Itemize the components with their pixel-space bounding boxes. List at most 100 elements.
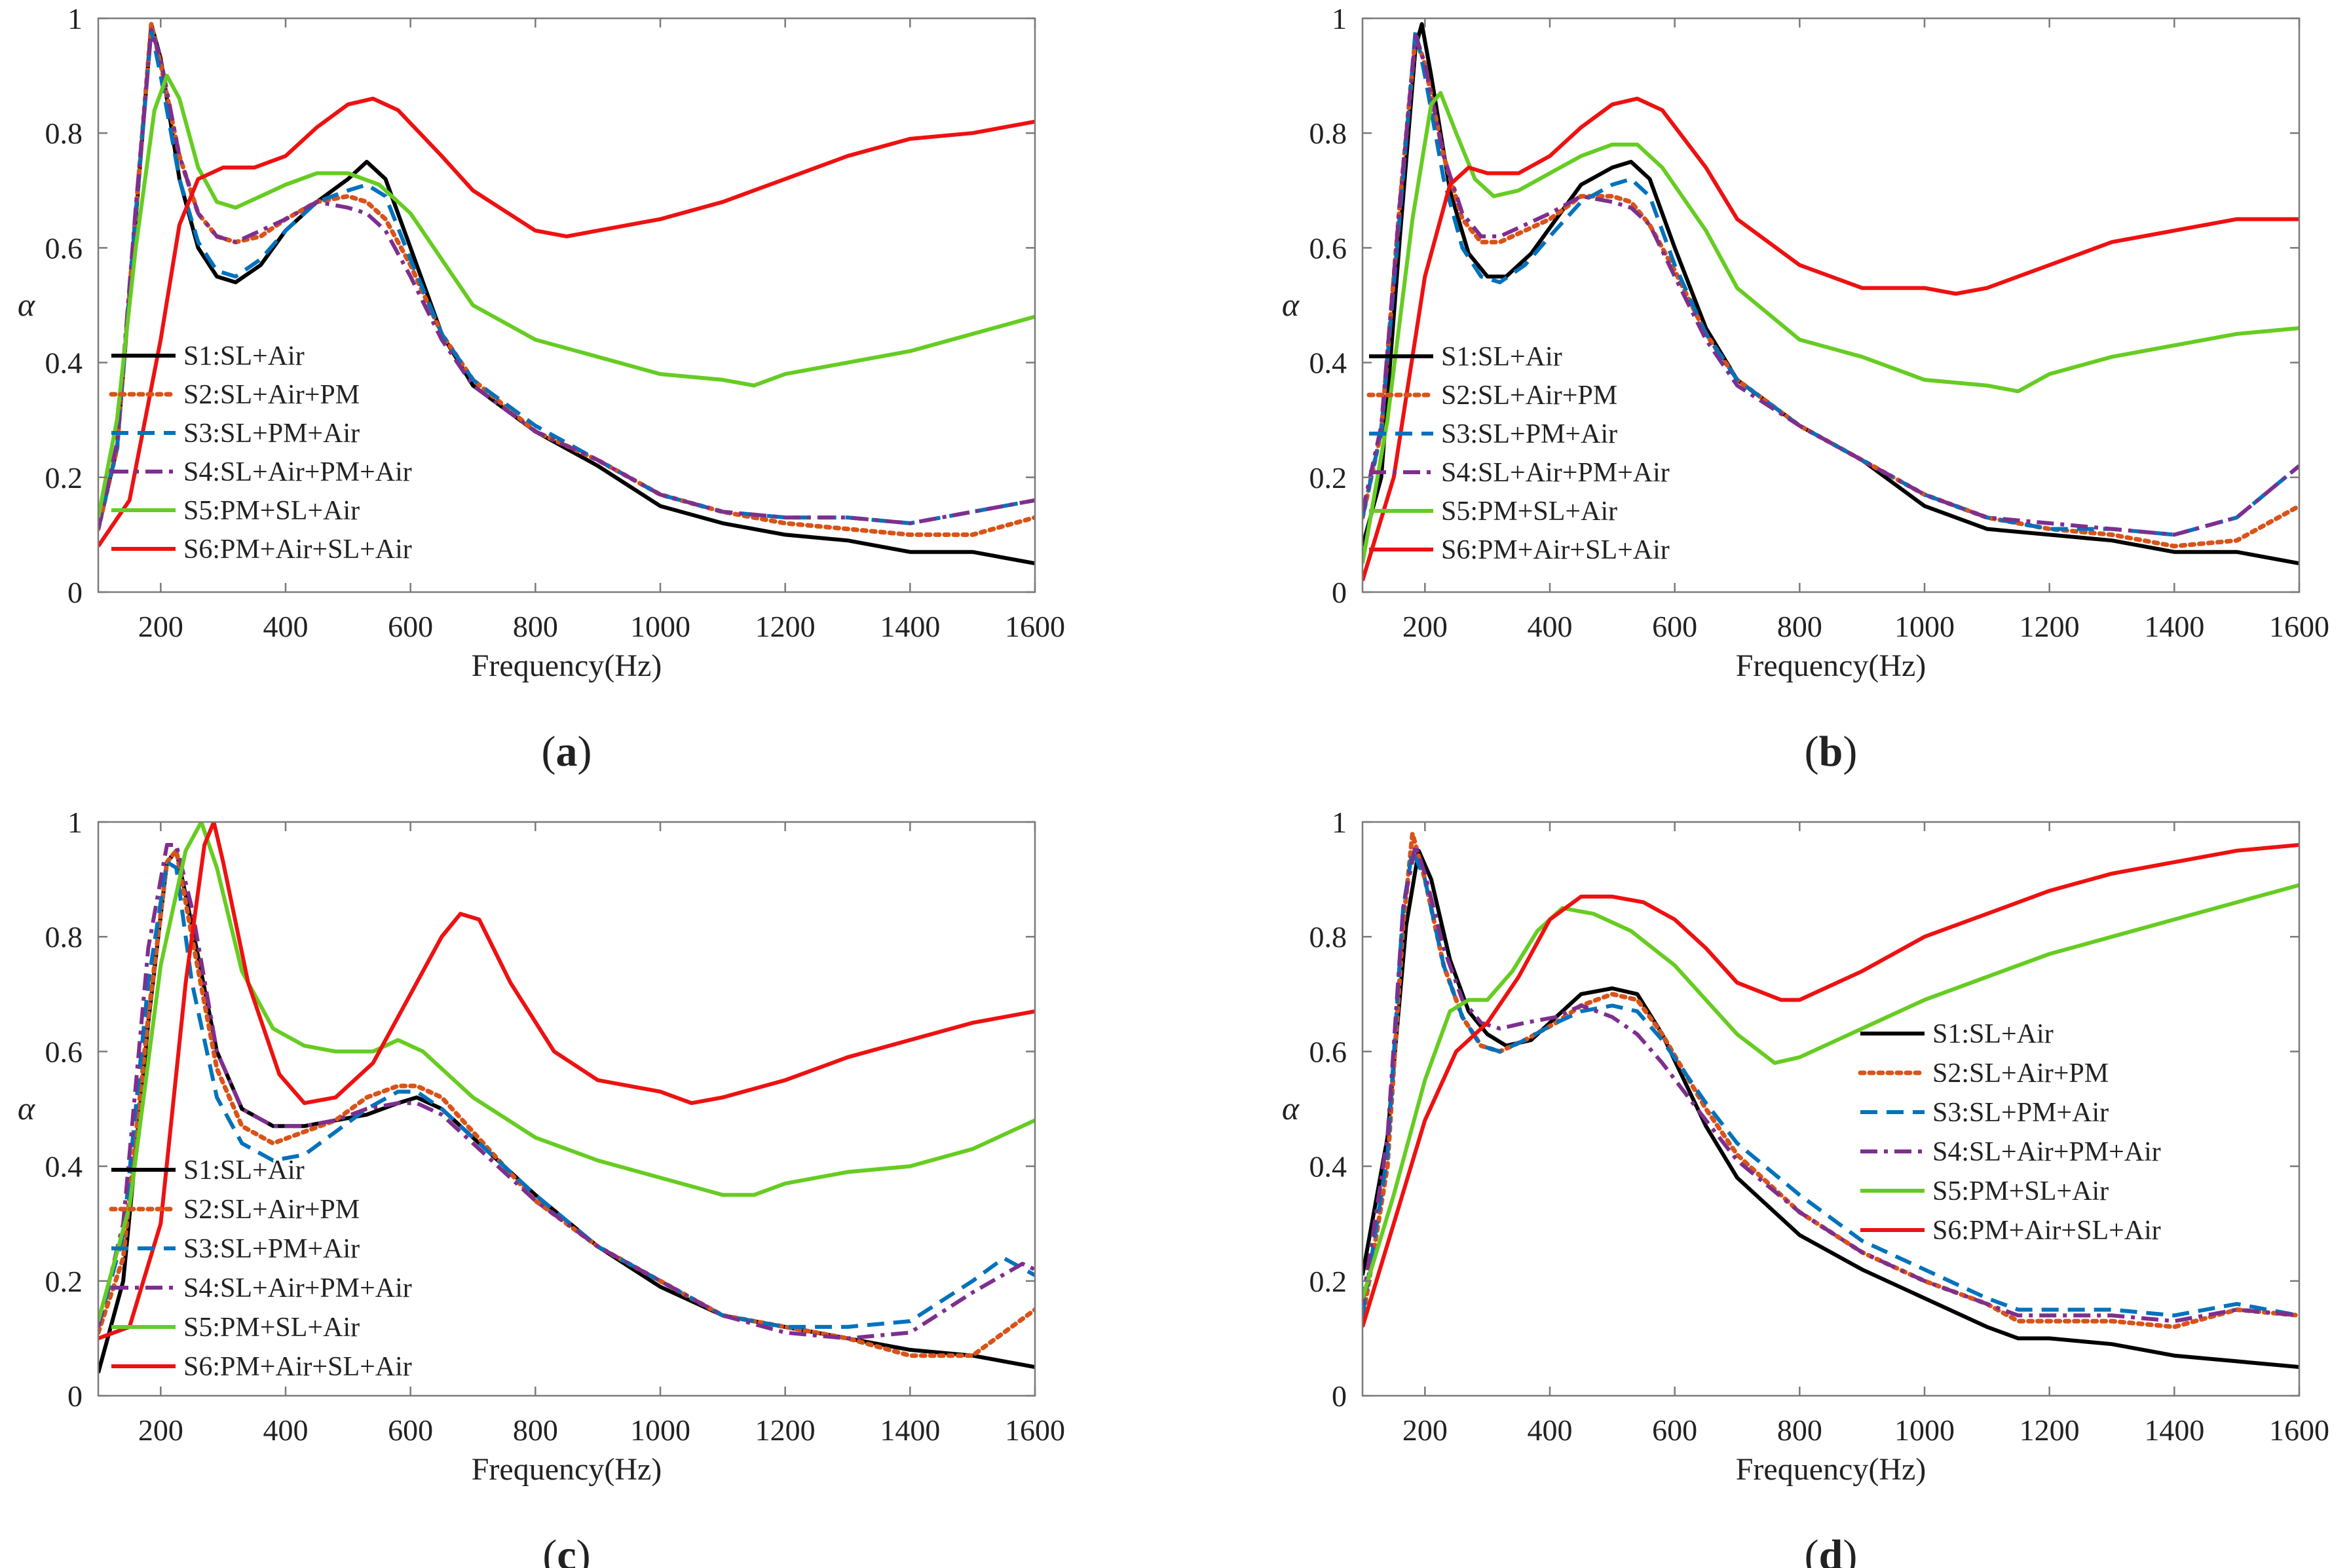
y-tick-label: 0.6 bbox=[45, 231, 83, 265]
legend-label-s6: S6:PM+Air+SL+Air bbox=[183, 534, 412, 565]
panel-caption: (b) bbox=[1805, 728, 1858, 775]
chart-panel-c: 200 400 600 800 1000 1200 1400 1600 0 0.2 0.4 0.6 0.… bbox=[18, 806, 1065, 1568]
plot-area bbox=[1362, 822, 2299, 1396]
y-tick-label: 0 bbox=[67, 576, 83, 609]
series-lines bbox=[1362, 831, 2299, 1370]
y-tick-label: 0.2 bbox=[1309, 1265, 1347, 1298]
x-tick-label: 600 bbox=[388, 610, 433, 643]
y-tick-label: 0.6 bbox=[1309, 231, 1347, 265]
y-tick-label: 0.8 bbox=[45, 920, 83, 954]
axes-frame bbox=[97, 821, 1036, 1397]
x-tick-label: 1600 bbox=[1005, 610, 1065, 643]
series-line-s5 bbox=[98, 73, 1035, 518]
axes-frame bbox=[97, 17, 1036, 593]
x-tick-label: 1400 bbox=[880, 610, 940, 643]
series-line-s4 bbox=[1362, 33, 2299, 537]
plot-area bbox=[1362, 18, 2299, 592]
legend-label-s3: S3:SL+PM+Air bbox=[1441, 419, 1617, 449]
y-tick-label: 1 bbox=[1332, 2, 1347, 35]
y-tick-label: 0.2 bbox=[45, 461, 83, 495]
legend-label-s1: S1:SL+Air bbox=[1441, 342, 1562, 372]
legend-label-s5: S5:PM+SL+Air bbox=[183, 496, 360, 526]
y-axis-label: α bbox=[1282, 286, 1300, 323]
legend-label-s1: S1:SL+Air bbox=[1932, 1019, 2054, 1049]
series-line-s4 bbox=[1362, 843, 2299, 1324]
y-axis-label: α bbox=[1282, 1090, 1300, 1127]
series-line-s5 bbox=[1362, 883, 2299, 1299]
series-line-s6 bbox=[1362, 843, 2299, 1328]
y-tick-label: 0.8 bbox=[1309, 920, 1347, 954]
legend: S1:SL+Air S2:SL+Air+PM S3:SL+PM+Air S4:SL+A… bbox=[1366, 342, 1670, 565]
axes-frame bbox=[1361, 821, 2301, 1397]
y-tick-label: 1 bbox=[67, 2, 83, 35]
plot-area bbox=[98, 18, 1035, 592]
legend-label-s5: S5:PM+SL+Air bbox=[1441, 496, 1617, 527]
x-tick-label: 800 bbox=[1777, 610, 1822, 643]
y-tick-label: 0 bbox=[1332, 576, 1347, 609]
x-tick-label: 1600 bbox=[1005, 1413, 1065, 1447]
series-line-s4 bbox=[98, 28, 1035, 530]
x-tick-label: 1000 bbox=[630, 610, 690, 643]
x-tick-label: 200 bbox=[138, 610, 183, 643]
x-tick-label: 1400 bbox=[880, 1413, 940, 1447]
y-tick-label: 0.2 bbox=[45, 1265, 83, 1298]
y-tick-label: 0 bbox=[67, 1379, 83, 1413]
axes-frame bbox=[1361, 17, 2301, 593]
x-tick-label: 1600 bbox=[2269, 610, 2329, 643]
series-line-s3 bbox=[1362, 28, 2299, 537]
x-tick-label: 800 bbox=[513, 610, 558, 643]
y-axis-label: α bbox=[18, 286, 36, 323]
series-line-s3 bbox=[98, 28, 1035, 530]
x-tick-label: 600 bbox=[388, 1413, 433, 1447]
x-axis-label: Frequency(Hz) bbox=[472, 1452, 662, 1487]
chart-panel-d: 200 400 600 800 1000 1200 1400 1600 0 0.2 0.4 0.6 0.… bbox=[1282, 806, 2329, 1568]
series-lines bbox=[1362, 22, 2299, 582]
legend-label-s1: S1:SL+Air bbox=[183, 341, 305, 371]
series-line-s1 bbox=[98, 22, 1035, 566]
panel-caption: (c) bbox=[542, 1531, 590, 1568]
x-tick-label: 1200 bbox=[755, 1413, 816, 1447]
x-tick-label: 1000 bbox=[630, 1413, 690, 1447]
legend-label-s2: S2:SL+Air+PM bbox=[1441, 381, 1617, 411]
legend-label-s4: S4:SL+Air+PM+Air bbox=[183, 457, 412, 487]
x-tick-label: 1000 bbox=[1894, 1413, 1955, 1447]
y-tick-label: 0.4 bbox=[45, 346, 83, 380]
x-axis-label: Frequency(Hz) bbox=[1736, 648, 1926, 683]
legend-label-s4: S4:SL+Air+PM+Air bbox=[1932, 1137, 2161, 1167]
series-line-s3 bbox=[1362, 848, 2299, 1318]
x-tick-label: 200 bbox=[1402, 1413, 1448, 1447]
series-line-s5 bbox=[98, 822, 1035, 1322]
y-tick-label: 0.6 bbox=[1309, 1035, 1347, 1068]
plot-area bbox=[98, 822, 1035, 1396]
series-line-s5 bbox=[1362, 90, 2299, 564]
y-tick-label: 0.4 bbox=[1309, 346, 1347, 380]
x-tick-label: 400 bbox=[263, 610, 309, 643]
x-tick-label: 1200 bbox=[755, 610, 816, 643]
legend-label-s3: S3:SL+PM+Air bbox=[1932, 1098, 2109, 1128]
legend-label-s4: S4:SL+Air+PM+Air bbox=[183, 1273, 412, 1303]
y-tick-label: 0.4 bbox=[45, 1150, 83, 1184]
legend-label-s3: S3:SL+PM+Air bbox=[183, 419, 360, 449]
x-tick-label: 1200 bbox=[2020, 610, 2080, 643]
y-tick-label: 0 bbox=[1332, 1379, 1347, 1413]
x-tick-label: 400 bbox=[1528, 1413, 1573, 1447]
series-line-s1 bbox=[1362, 848, 2299, 1370]
legend: S1:SL+Air S2:SL+Air+PM S3:SL+PM+Air S4:SL+A… bbox=[109, 1155, 412, 1382]
x-axis-label: Frequency(Hz) bbox=[1736, 1452, 1926, 1487]
series-lines bbox=[98, 22, 1035, 566]
legend-label-s4: S4:SL+Air+PM+Air bbox=[1441, 458, 1670, 488]
x-tick-label: 1600 bbox=[2269, 1413, 2329, 1447]
legend: S1:SL+Air S2:SL+Air+PM S3:SL+PM+Air S4:SL+A… bbox=[1858, 1019, 2161, 1246]
panel-caption: (a) bbox=[542, 728, 592, 775]
x-tick-label: 800 bbox=[513, 1413, 558, 1447]
chart-panel-a: 200 400 600 800 1000 1200 1400 1600 0 0.2 0.4 0.6 0.… bbox=[18, 2, 1065, 775]
legend-label-s6: S6:PM+Air+SL+Air bbox=[183, 1352, 412, 1382]
y-tick-label: 0.2 bbox=[1309, 461, 1347, 495]
x-tick-label: 800 bbox=[1777, 1413, 1822, 1447]
series-line-s6 bbox=[98, 822, 1035, 1341]
legend-label-s2: S2:SL+Air+PM bbox=[1932, 1058, 2109, 1089]
x-tick-label: 200 bbox=[138, 1413, 183, 1447]
series-line-s6 bbox=[98, 96, 1035, 548]
panel-caption: (d) bbox=[1805, 1531, 1858, 1568]
